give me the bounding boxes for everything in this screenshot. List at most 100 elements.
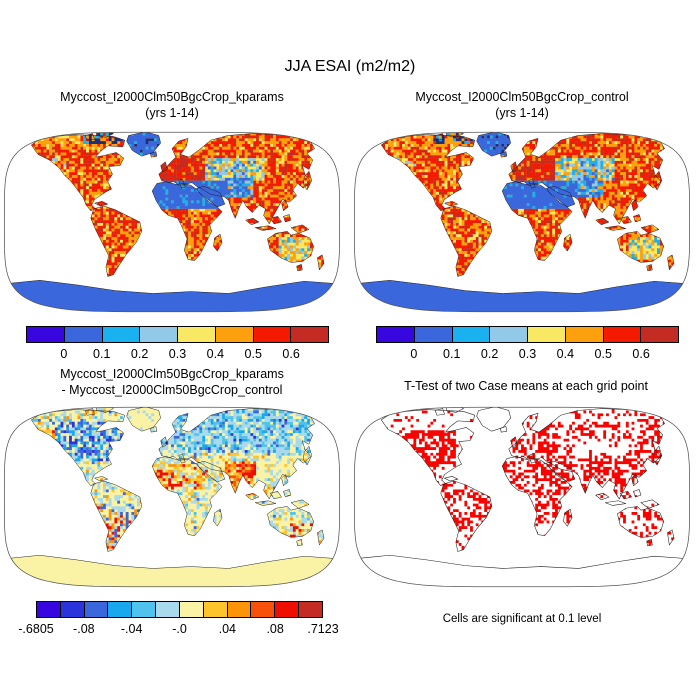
coastline <box>213 508 223 527</box>
coastline <box>196 461 226 483</box>
coastline <box>640 224 660 234</box>
map-outline <box>353 406 691 588</box>
colorbar-tick-label: 0.5 <box>244 347 262 361</box>
coastline <box>501 181 573 261</box>
coastline <box>640 499 660 509</box>
panel-title-kparams: Myccost_I2000Clm50BgcCrop_kparams (yrs 1… <box>2 89 342 122</box>
coastline <box>563 233 573 252</box>
coastline <box>93 201 109 207</box>
colorbar-segment <box>451 327 490 342</box>
colorbar-segments <box>36 601 323 618</box>
coastline <box>90 480 143 552</box>
figure-title: JJA ESAI (m2/m2) <box>284 58 416 75</box>
colorbar-control: 0 0.1 0.2 0.3 0.4 0.5 0.6 <box>376 326 679 361</box>
coastline <box>631 473 639 487</box>
coastline <box>93 476 109 482</box>
coastline <box>4 555 340 587</box>
land-shape <box>476 407 511 432</box>
coastline <box>563 508 573 527</box>
coastline <box>151 456 223 536</box>
colorbar-segment <box>107 602 132 617</box>
coastline <box>631 199 639 212</box>
coastline <box>667 254 675 271</box>
coastline <box>434 408 445 416</box>
coastline <box>354 280 690 312</box>
colorbar-segment <box>640 327 678 342</box>
coastline <box>269 491 282 500</box>
coastline <box>281 474 289 487</box>
coastline <box>605 500 626 506</box>
map-land-group <box>354 407 690 587</box>
coastline <box>510 161 518 173</box>
land-shape <box>633 489 641 497</box>
coastline <box>440 480 493 552</box>
coastline <box>499 426 508 433</box>
coastline <box>667 529 675 546</box>
coastline <box>245 217 260 226</box>
coastline <box>4 280 340 312</box>
grid-cells <box>354 132 690 312</box>
map-land-group <box>4 407 340 587</box>
colorbar-segment <box>564 327 603 342</box>
panel-title-ttest: T-Test of two Case means at each grid po… <box>352 378 700 394</box>
colorbar-tick-label: .08 <box>266 622 284 636</box>
colorbar-segment <box>214 327 253 342</box>
coastline <box>160 161 168 173</box>
coastline <box>151 181 223 261</box>
coastline <box>267 231 314 263</box>
coastline <box>619 491 633 500</box>
coastline <box>528 453 536 464</box>
colorbar-segment <box>63 327 102 342</box>
coastline <box>90 205 143 277</box>
colorbar-segment <box>377 327 414 342</box>
land-shape <box>605 500 626 506</box>
coastline <box>508 408 665 500</box>
coastline <box>296 538 303 547</box>
colorbar-segment <box>489 327 527 342</box>
colorbar-tick-label: 0.5 <box>594 347 612 361</box>
coastline <box>440 205 493 277</box>
coastline <box>633 489 642 498</box>
land-shape <box>641 499 659 509</box>
coastline <box>96 407 114 413</box>
colorbar-segment <box>527 327 565 342</box>
panel-title-difference: Myccost_I2000Clm50BgcCrop_kparams - Mycc… <box>2 366 342 399</box>
map-control <box>353 131 691 313</box>
coastline <box>546 186 576 208</box>
coastline <box>149 426 158 433</box>
coastline <box>501 456 573 536</box>
colorbar-labels: 0 0.1 0.2 0.3 0.4 0.5 0.6 <box>376 347 679 361</box>
coastline <box>652 445 663 466</box>
colorbar-labels: 0 0.1 0.2 0.3 0.4 0.5 0.6 <box>26 347 329 361</box>
coastline <box>213 233 223 252</box>
coastline <box>255 500 276 506</box>
colorbar-segment <box>252 327 291 342</box>
colorbar-tick-label: .04 <box>218 622 237 636</box>
coastline <box>653 170 663 191</box>
colorbar-segment <box>139 327 177 342</box>
colorbar-tick-label: -.0 <box>172 622 187 636</box>
colorbar-segment <box>27 327 64 342</box>
colorbar-segment <box>226 602 251 617</box>
colorbar-labels: -.6805 -.08 -.04 -.0 .04 .08 .7123 <box>18 622 338 636</box>
ttest-significance-caption: Cells are significant at 0.1 level <box>442 613 602 625</box>
colorbar-segment <box>59 602 84 617</box>
coastline <box>158 408 315 500</box>
coastline <box>617 231 664 263</box>
colorbar-segments <box>26 326 329 343</box>
map-outline <box>3 131 341 313</box>
coastline <box>617 506 664 538</box>
coastline <box>158 133 315 225</box>
coastline <box>380 409 476 487</box>
colorbar-kparams: 0 0.1 0.2 0.3 0.4 0.5 0.6 <box>26 326 329 361</box>
map-kparams <box>3 131 341 313</box>
coastline <box>546 460 576 483</box>
colorbar-tick-label: -.04 <box>120 622 143 636</box>
coastline <box>619 216 632 225</box>
coastline <box>96 132 114 138</box>
coastline <box>149 151 158 158</box>
coastline <box>595 492 610 501</box>
coastline <box>84 133 95 141</box>
colorbar-segment <box>290 327 328 342</box>
map-land-group <box>354 132 690 312</box>
